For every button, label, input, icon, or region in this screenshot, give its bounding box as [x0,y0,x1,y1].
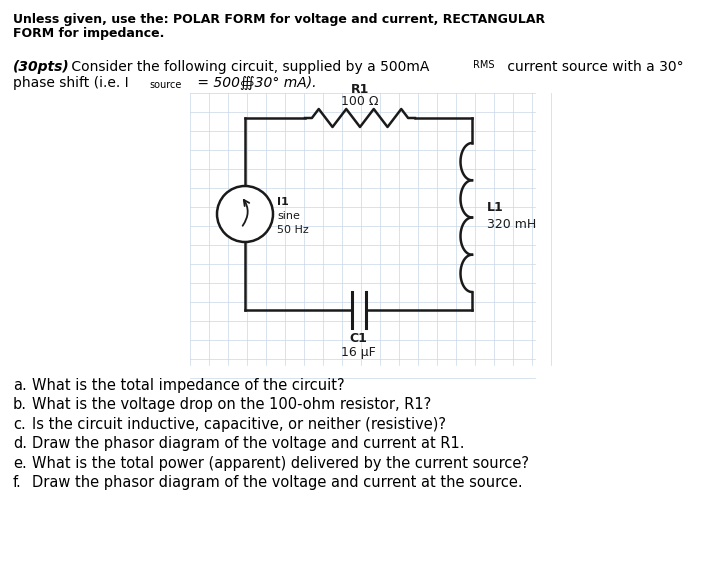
Text: a.: a. [13,378,27,393]
Text: 16 μF: 16 μF [341,346,376,359]
Text: phase shift (i.e. I: phase shift (i.e. I [13,76,129,90]
Text: d.: d. [13,437,27,451]
Text: = 500∰30° mA).: = 500∰30° mA). [193,76,317,90]
Text: 100 Ω: 100 Ω [341,95,379,108]
Text: e.: e. [13,456,27,471]
Text: current source with a 30°: current source with a 30° [503,60,684,74]
Text: 320 mH: 320 mH [487,218,536,231]
Text: What is the voltage drop on the 100-ohm resistor, R1?: What is the voltage drop on the 100-ohm … [32,397,431,413]
Text: c.: c. [13,417,25,432]
Text: Is the circuit inductive, capacitive, or neither (resistive)?: Is the circuit inductive, capacitive, or… [32,417,446,432]
Text: Draw the phasor diagram of the voltage and current at the source.: Draw the phasor diagram of the voltage a… [32,475,522,490]
Text: Unless given, use the: POLAR FORM for voltage and current, RECTANGULAR: Unless given, use the: POLAR FORM for vo… [13,13,545,26]
Text: b.: b. [13,397,27,413]
Text: f.: f. [13,475,22,490]
Text: I1: I1 [277,197,288,207]
Text: RMS: RMS [473,60,494,70]
Circle shape [217,186,273,242]
Text: What is the total impedance of the circuit?: What is the total impedance of the circu… [32,378,344,393]
Text: source: source [149,80,182,90]
Text: (30pts): (30pts) [13,60,70,74]
Text: L1: L1 [487,201,504,214]
Text: Draw the phasor diagram of the voltage and current at R1.: Draw the phasor diagram of the voltage a… [32,437,464,451]
Text: 50 Hz: 50 Hz [277,225,309,235]
Text: Consider the following circuit, supplied by a 500mA: Consider the following circuit, supplied… [67,60,429,74]
Text: R1: R1 [351,83,369,96]
Text: sine: sine [277,211,300,221]
Text: FORM for impedance.: FORM for impedance. [13,27,164,40]
Text: C1: C1 [349,332,368,345]
Text: What is the total power (apparent) delivered by the current source?: What is the total power (apparent) deliv… [32,456,529,471]
